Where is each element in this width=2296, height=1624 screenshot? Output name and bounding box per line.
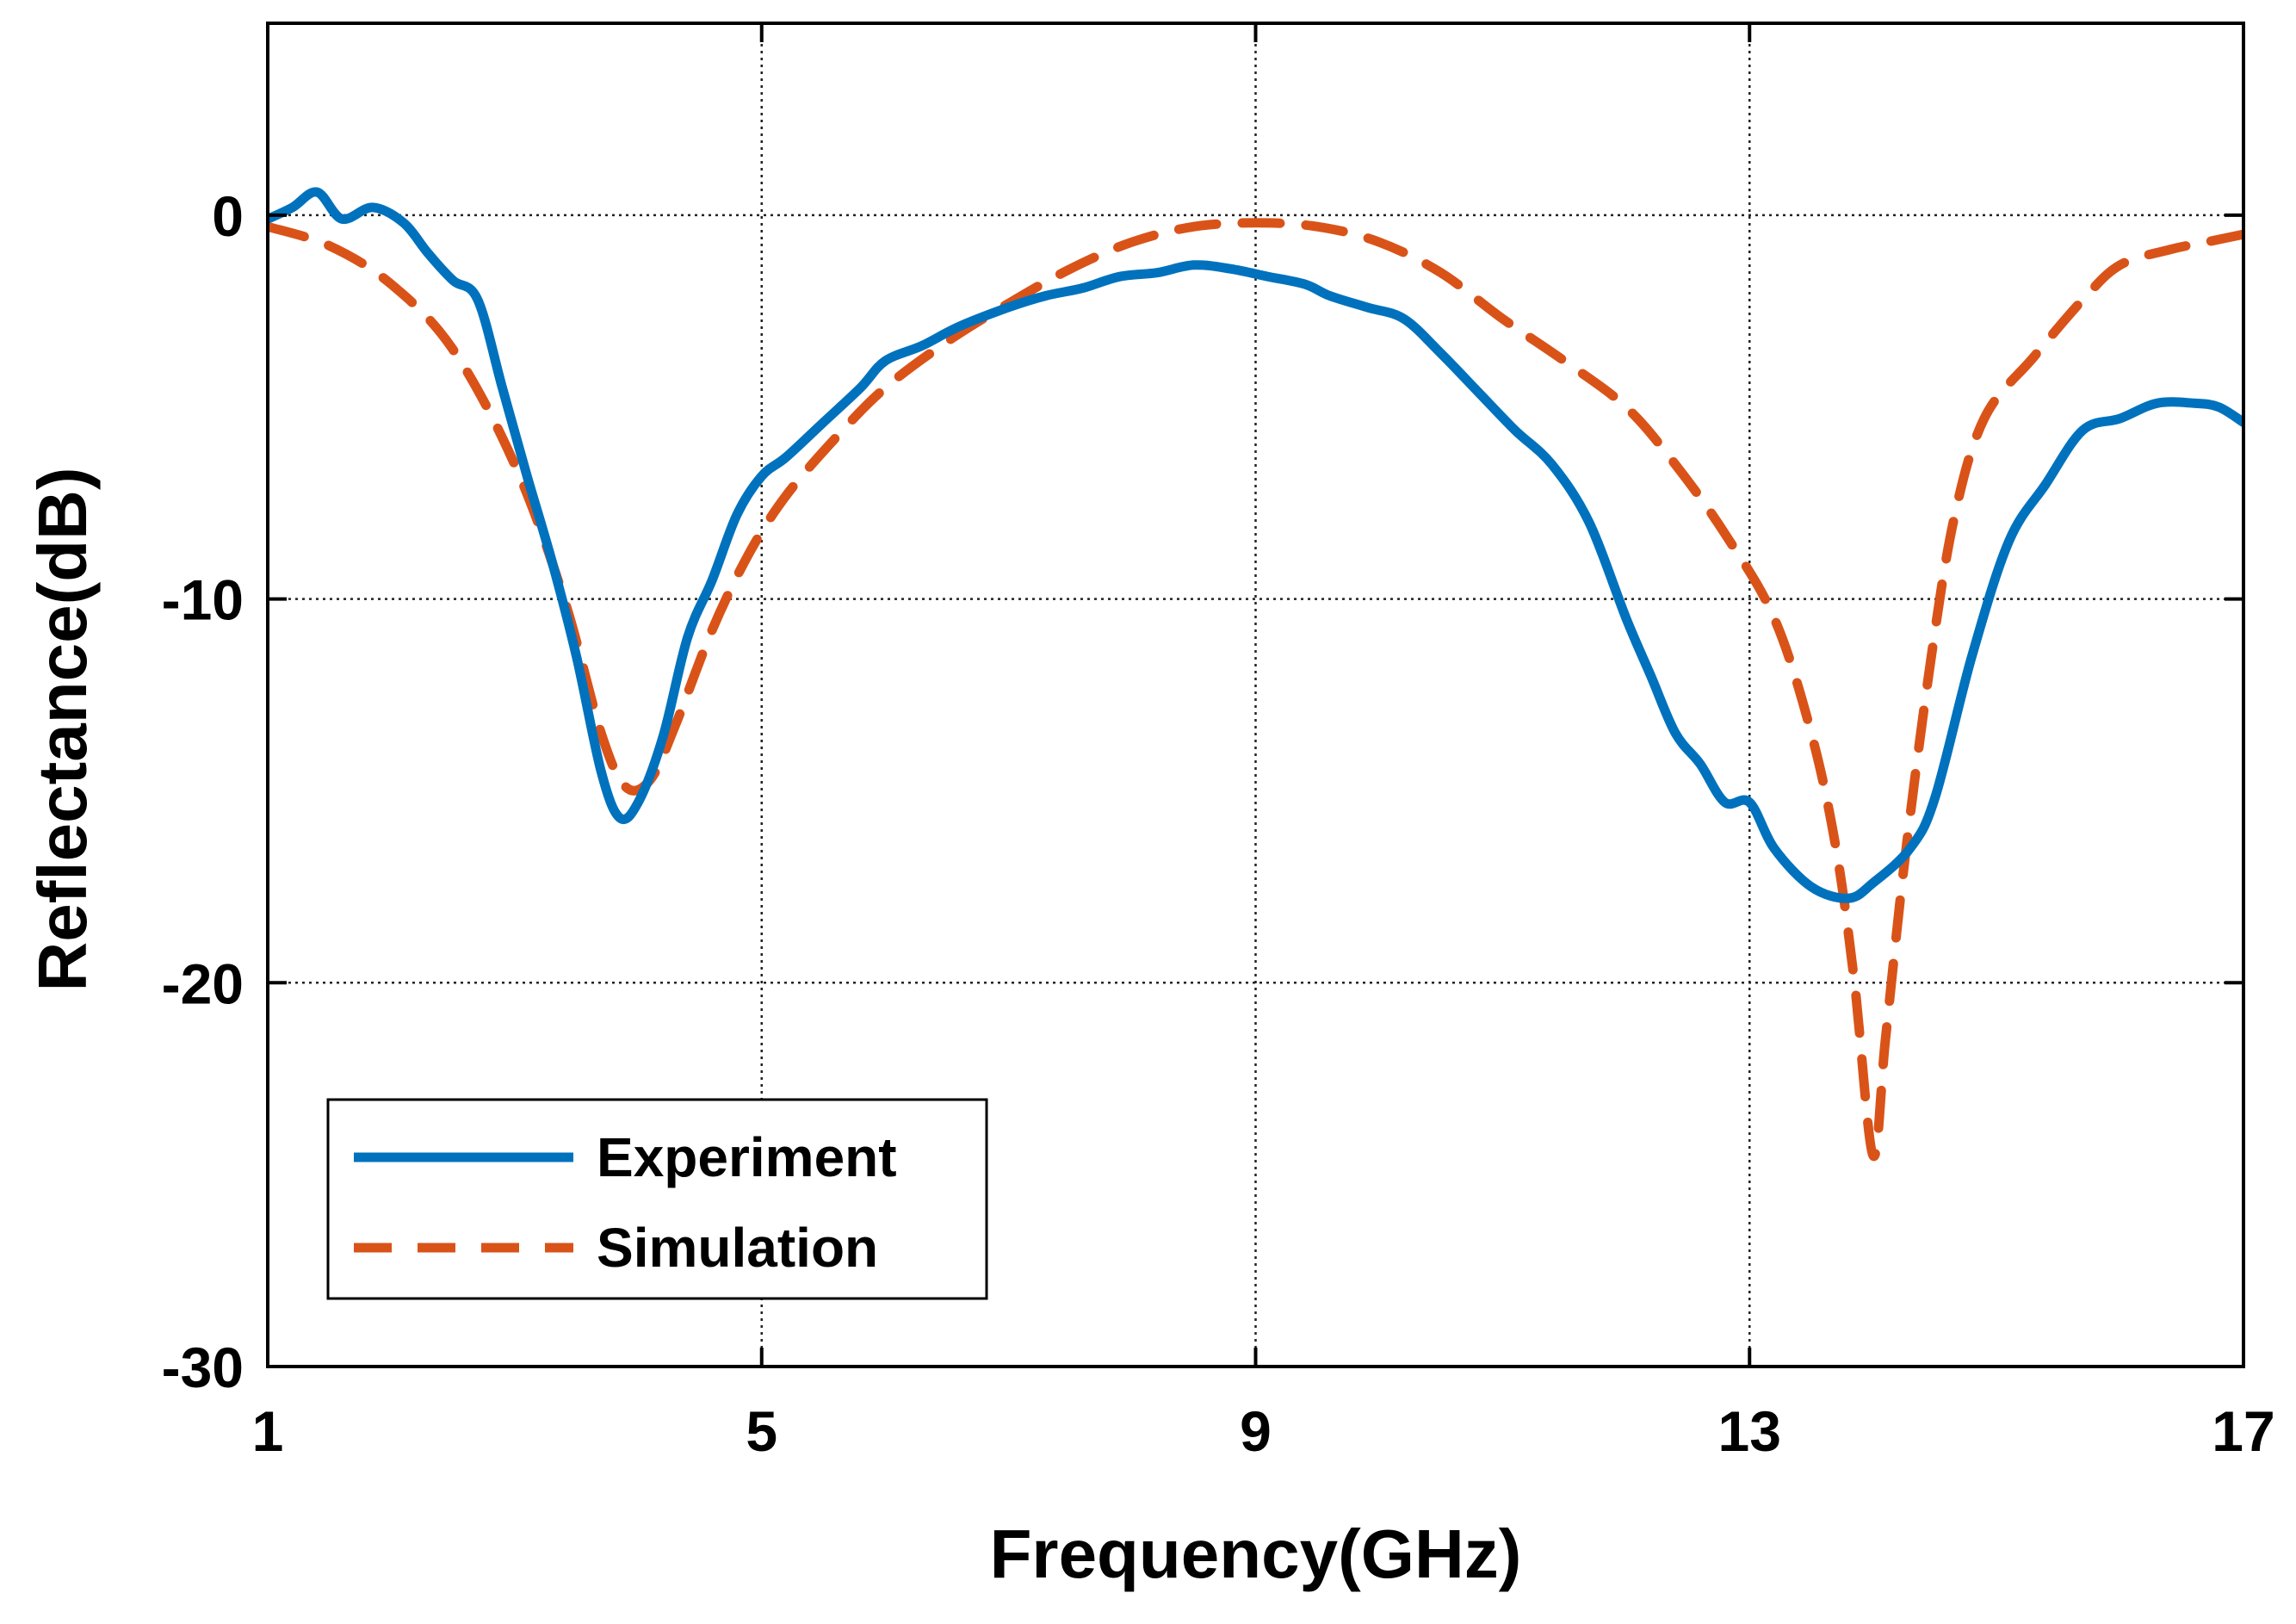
legend: Experiment Simulation: [326, 1098, 988, 1300]
y-tick-label-3: -30: [162, 1336, 244, 1399]
y-tick-label-0: 0: [212, 184, 244, 248]
x-tick-label-0: 1: [252, 1399, 284, 1463]
x-tick-label-2: 9: [1240, 1399, 1272, 1463]
x-tick-label-1: 5: [746, 1399, 777, 1463]
legend-label-simulation: Simulation: [597, 1217, 878, 1279]
x-tick-label-4: 17: [2212, 1399, 2274, 1463]
axes: [266, 22, 2245, 1368]
y-axis-title: Reflectance(dB): [24, 467, 101, 991]
grid: [268, 23, 2243, 1367]
legend-box: [326, 1098, 988, 1300]
tick-labels: 1 5 9 13 17 0 -10 -20 -30: [162, 184, 2275, 1463]
legend-label-experiment: Experiment: [597, 1126, 897, 1188]
y-tick-label-2: -20: [162, 951, 244, 1015]
series-line-experiment: [268, 187, 2243, 903]
series-layer: [268, 187, 2243, 1162]
series-line-simulation: [268, 218, 2243, 1162]
x-tick-label-3: 13: [1718, 1399, 1781, 1463]
y-tick-label-1: -10: [162, 568, 244, 632]
x-axis-title: Frequency(GHz): [990, 1516, 1522, 1592]
